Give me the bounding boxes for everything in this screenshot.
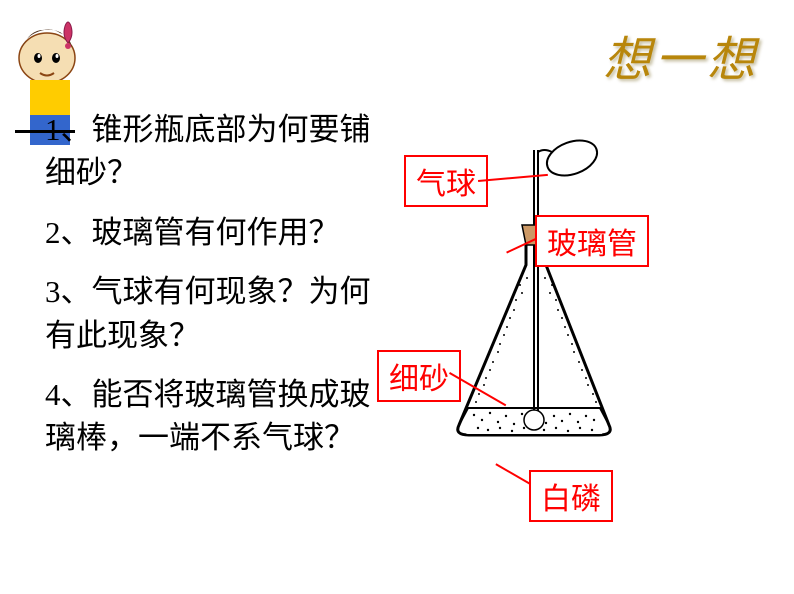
question-list: 1、锥形瓶底部为何要铺细砂？ 2、玻璃管有何作用？ 3、气球有何现象？为何有此现…	[45, 108, 395, 476]
label-sand: 细砂	[377, 350, 461, 402]
title-think: 想一想	[603, 20, 759, 90]
label-phosphorus: 白磷	[529, 470, 613, 522]
question-4: 4、能否将玻璃管换成玻璃棒，一端不系气球？	[45, 373, 395, 460]
question-2: 2、玻璃管有何作用？	[45, 211, 395, 254]
label-glass-tube: 玻璃管	[535, 215, 649, 267]
question-3: 3、气球有何现象？为何有此现象？	[45, 270, 395, 357]
label-balloon: 气球	[404, 155, 488, 207]
question-1: 1、锥形瓶底部为何要铺细砂？	[45, 108, 395, 195]
